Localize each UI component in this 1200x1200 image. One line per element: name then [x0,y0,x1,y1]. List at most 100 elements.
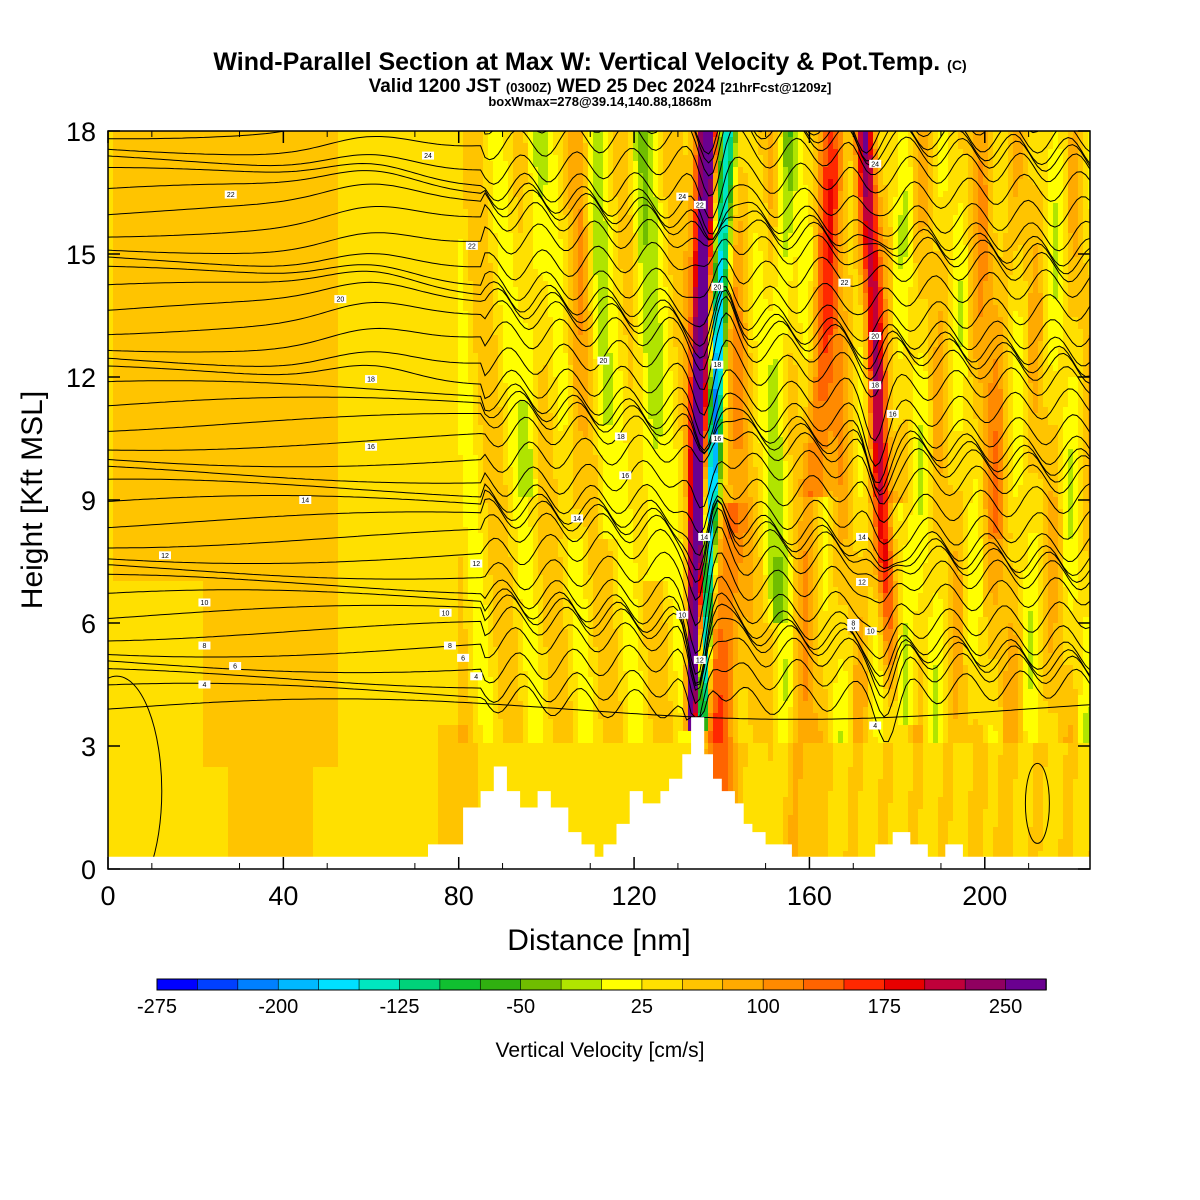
velocity-cell [278,563,284,570]
velocity-cell [108,335,114,342]
velocity-cell [278,749,284,756]
velocity-cell [273,149,279,156]
velocity-cell [263,215,269,222]
velocity-cell [213,317,219,324]
velocity-cell [138,575,144,582]
velocity-cell [218,623,224,630]
velocity-cell [283,839,289,846]
velocity-cell [208,551,214,558]
velocity-cell [253,413,259,420]
velocity-cell [263,779,269,786]
velocity-cell [173,593,179,600]
velocity-cell [138,737,144,744]
velocity-cell [303,665,309,672]
velocity-cell [193,827,199,834]
velocity-cell [243,527,249,534]
velocity-cell [288,665,294,672]
velocity-cell [233,581,239,588]
velocity-cell [188,245,194,252]
velocity-cell [108,479,114,486]
velocity-cell [268,491,274,498]
velocity-cell [113,785,119,792]
velocity-cell [173,719,179,726]
velocity-cell [163,371,169,378]
velocity-cell [123,725,129,732]
velocity-cell [193,677,199,684]
velocity-cell [223,353,229,360]
velocity-cell [163,197,169,204]
velocity-cell [153,677,159,684]
velocity-cell [243,671,249,678]
velocity-cell [273,635,279,642]
velocity-cell [223,689,229,696]
velocity-cell [273,185,279,192]
velocity-cell [238,341,244,348]
velocity-cell [173,521,179,528]
velocity-cell [268,821,274,828]
velocity-cell [208,383,214,390]
velocity-cell [153,215,159,222]
velocity-cell [218,305,224,312]
velocity-cell [213,275,219,282]
velocity-cell [223,389,229,396]
velocity-cell [198,185,204,192]
velocity-cell [263,797,269,804]
velocity-cell [308,545,314,552]
velocity-cell [213,653,219,660]
velocity-cell [183,497,189,504]
velocity-cell [123,287,129,294]
velocity-cell [138,137,144,144]
velocity-cell [173,461,179,468]
velocity-cell [133,263,139,270]
velocity-cell [208,161,214,168]
velocity-cell [228,755,234,762]
velocity-cell [298,545,304,552]
velocity-cell [298,401,304,408]
velocity-cell [133,281,139,288]
velocity-cell [128,317,134,324]
velocity-cell [258,479,264,486]
velocity-cell [163,281,169,288]
velocity-cell [143,293,149,300]
velocity-cell [238,359,244,366]
velocity-cell [268,551,274,558]
velocity-cell [213,773,219,780]
velocity-cell [143,239,149,246]
velocity-cell [203,533,209,540]
velocity-cell [133,713,139,720]
velocity-cell [293,149,299,156]
velocity-cell [248,215,254,222]
velocity-cell [193,353,199,360]
velocity-cell [138,671,144,678]
velocity-cell [288,305,294,312]
velocity-cell [268,449,274,456]
velocity-cell [133,533,139,540]
velocity-cell [128,623,134,630]
velocity-cell [213,755,219,762]
velocity-cell [173,413,179,420]
velocity-cell [153,791,159,798]
velocity-cell [173,371,179,378]
velocity-cell [108,641,114,648]
velocity-cell [148,623,154,630]
velocity-cell [188,335,194,342]
velocity-cell [233,239,239,246]
velocity-cell [213,647,219,654]
velocity-cell [273,551,279,558]
velocity-cell [143,341,149,348]
velocity-cell [293,173,299,180]
velocity-cell [218,689,224,696]
velocity-cell [203,791,209,798]
velocity-cell [113,179,119,186]
velocity-cell [173,419,179,426]
velocity-cell [153,239,159,246]
velocity-cell [153,203,159,210]
velocity-cell [293,497,299,504]
velocity-cell [293,131,299,138]
velocity-cell [123,581,129,588]
velocity-cell [118,755,124,762]
velocity-cell [253,239,259,246]
velocity-cell [198,497,204,504]
velocity-cell [133,791,139,798]
velocity-cell [188,359,194,366]
